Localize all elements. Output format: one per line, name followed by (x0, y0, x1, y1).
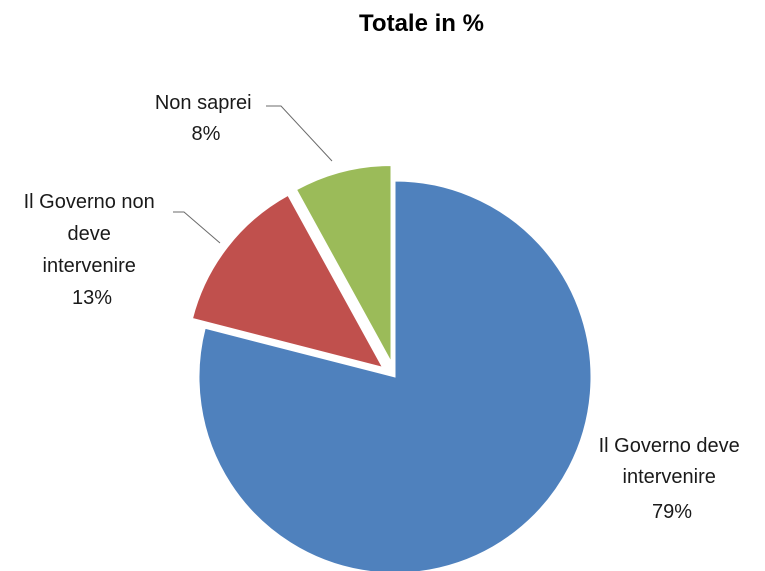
leader-line-non-saprei (266, 105, 333, 162)
pie-slice-non-saprei (295, 165, 392, 362)
pie-slice-governo-deve (198, 180, 592, 571)
leader-line-governo-non-deve (173, 211, 221, 244)
slice-label-governo-non-deve: Il Governo non deve intervenire 13% (24, 191, 161, 309)
leader-lines (173, 105, 333, 244)
chart-title: Totale in % (359, 10, 484, 37)
slice-labels: Non saprei 8% Il Governo non deve interv… (24, 92, 746, 523)
pie-slices (191, 165, 592, 571)
slice-label-non-saprei: Non saprei 8% (155, 92, 257, 145)
pie-slice-governo-non-deve (191, 194, 384, 368)
slice-label-governo-deve: Il Governo deve intervenire 79% (599, 435, 746, 523)
